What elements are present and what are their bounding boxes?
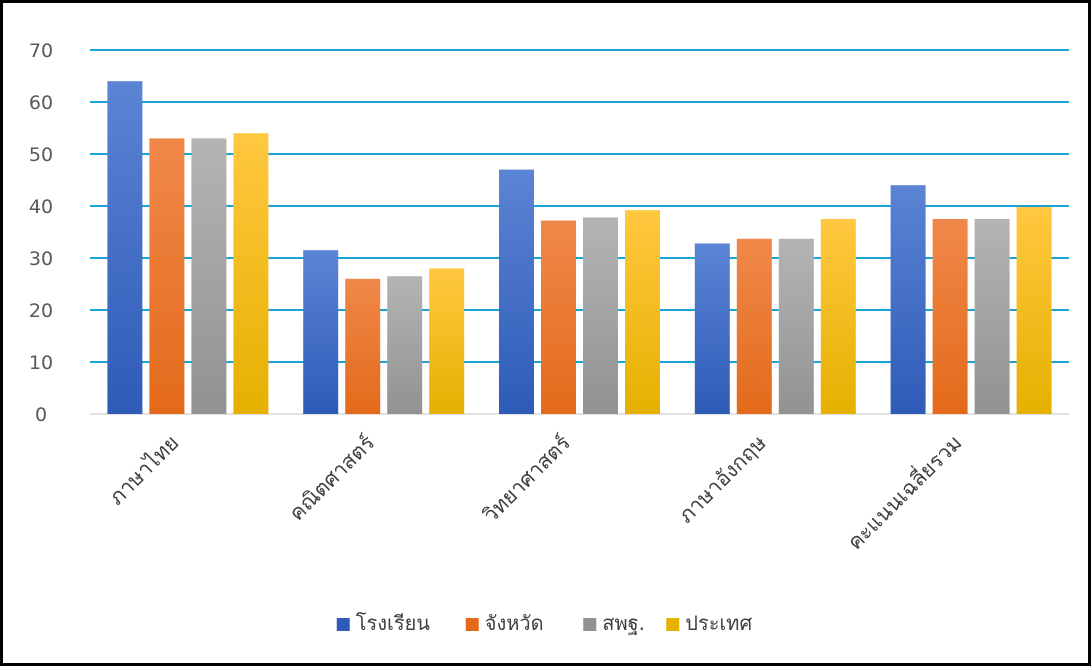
bar: [191, 138, 227, 414]
x-category-label: วิทยาศาสตร์: [478, 431, 575, 528]
y-tick-label: 10: [29, 352, 53, 374]
bar: [541, 220, 576, 414]
x-axis-categories: ภาษาไทย คณิตศาสตร์ วิทยาศาสตร์ ภาษาอังกฤษ คะ…: [104, 428, 966, 554]
bar: [233, 133, 269, 414]
y-axis-ticks: 0 10 20 30 40 50 60 70: [29, 40, 53, 426]
y-tick-label: 50: [29, 144, 53, 166]
y-tick-label: 30: [29, 248, 53, 270]
bar: [932, 219, 968, 414]
y-tick-label: 70: [29, 40, 53, 62]
bar: [345, 278, 381, 414]
legend-label: จังหวัด: [485, 611, 544, 635]
x-category-label: ภาษาไทย: [104, 431, 183, 510]
y-tick-label: 60: [29, 92, 53, 114]
legend-label: ประเทศ: [685, 611, 752, 635]
bar: [625, 210, 660, 414]
bar: [890, 185, 926, 414]
bar: [778, 238, 814, 414]
bar: [974, 219, 1010, 414]
bar: [499, 169, 534, 414]
bar: [303, 250, 339, 414]
legend-swatch: [465, 618, 479, 631]
legend: โรงเรียน จังหวัด สพฐ. ประเทศ: [336, 611, 752, 635]
bar: [149, 138, 185, 414]
bar: [1016, 207, 1052, 414]
legend-swatch: [666, 618, 680, 631]
bar: [583, 217, 618, 414]
y-tick-label: 40: [29, 196, 53, 218]
legend-label: โรงเรียน: [356, 611, 431, 635]
y-tick-label: 20: [29, 300, 53, 322]
legend-swatch: [583, 618, 597, 631]
x-category-label: คณิตศาสตร์: [284, 431, 379, 526]
bar: [694, 243, 730, 414]
x-category-label: ภาษาอังกฤษ: [674, 431, 771, 528]
bar: [107, 81, 143, 414]
bars: [107, 81, 1052, 414]
legend-swatch: [336, 618, 350, 631]
x-category-label: คะแนนเฉลี่ยรวม: [841, 428, 967, 554]
bar-chart: 0 10 20 30 40 50 60 70 ภาษาไทย คณิตศาสตร์ วิทยาศา…: [29, 40, 1069, 635]
bar: [429, 268, 465, 414]
y-tick-label: 0: [35, 404, 47, 426]
bar: [387, 276, 423, 414]
bar: [736, 238, 772, 414]
legend-label: สพฐ.: [602, 611, 645, 635]
bar: [820, 219, 856, 414]
